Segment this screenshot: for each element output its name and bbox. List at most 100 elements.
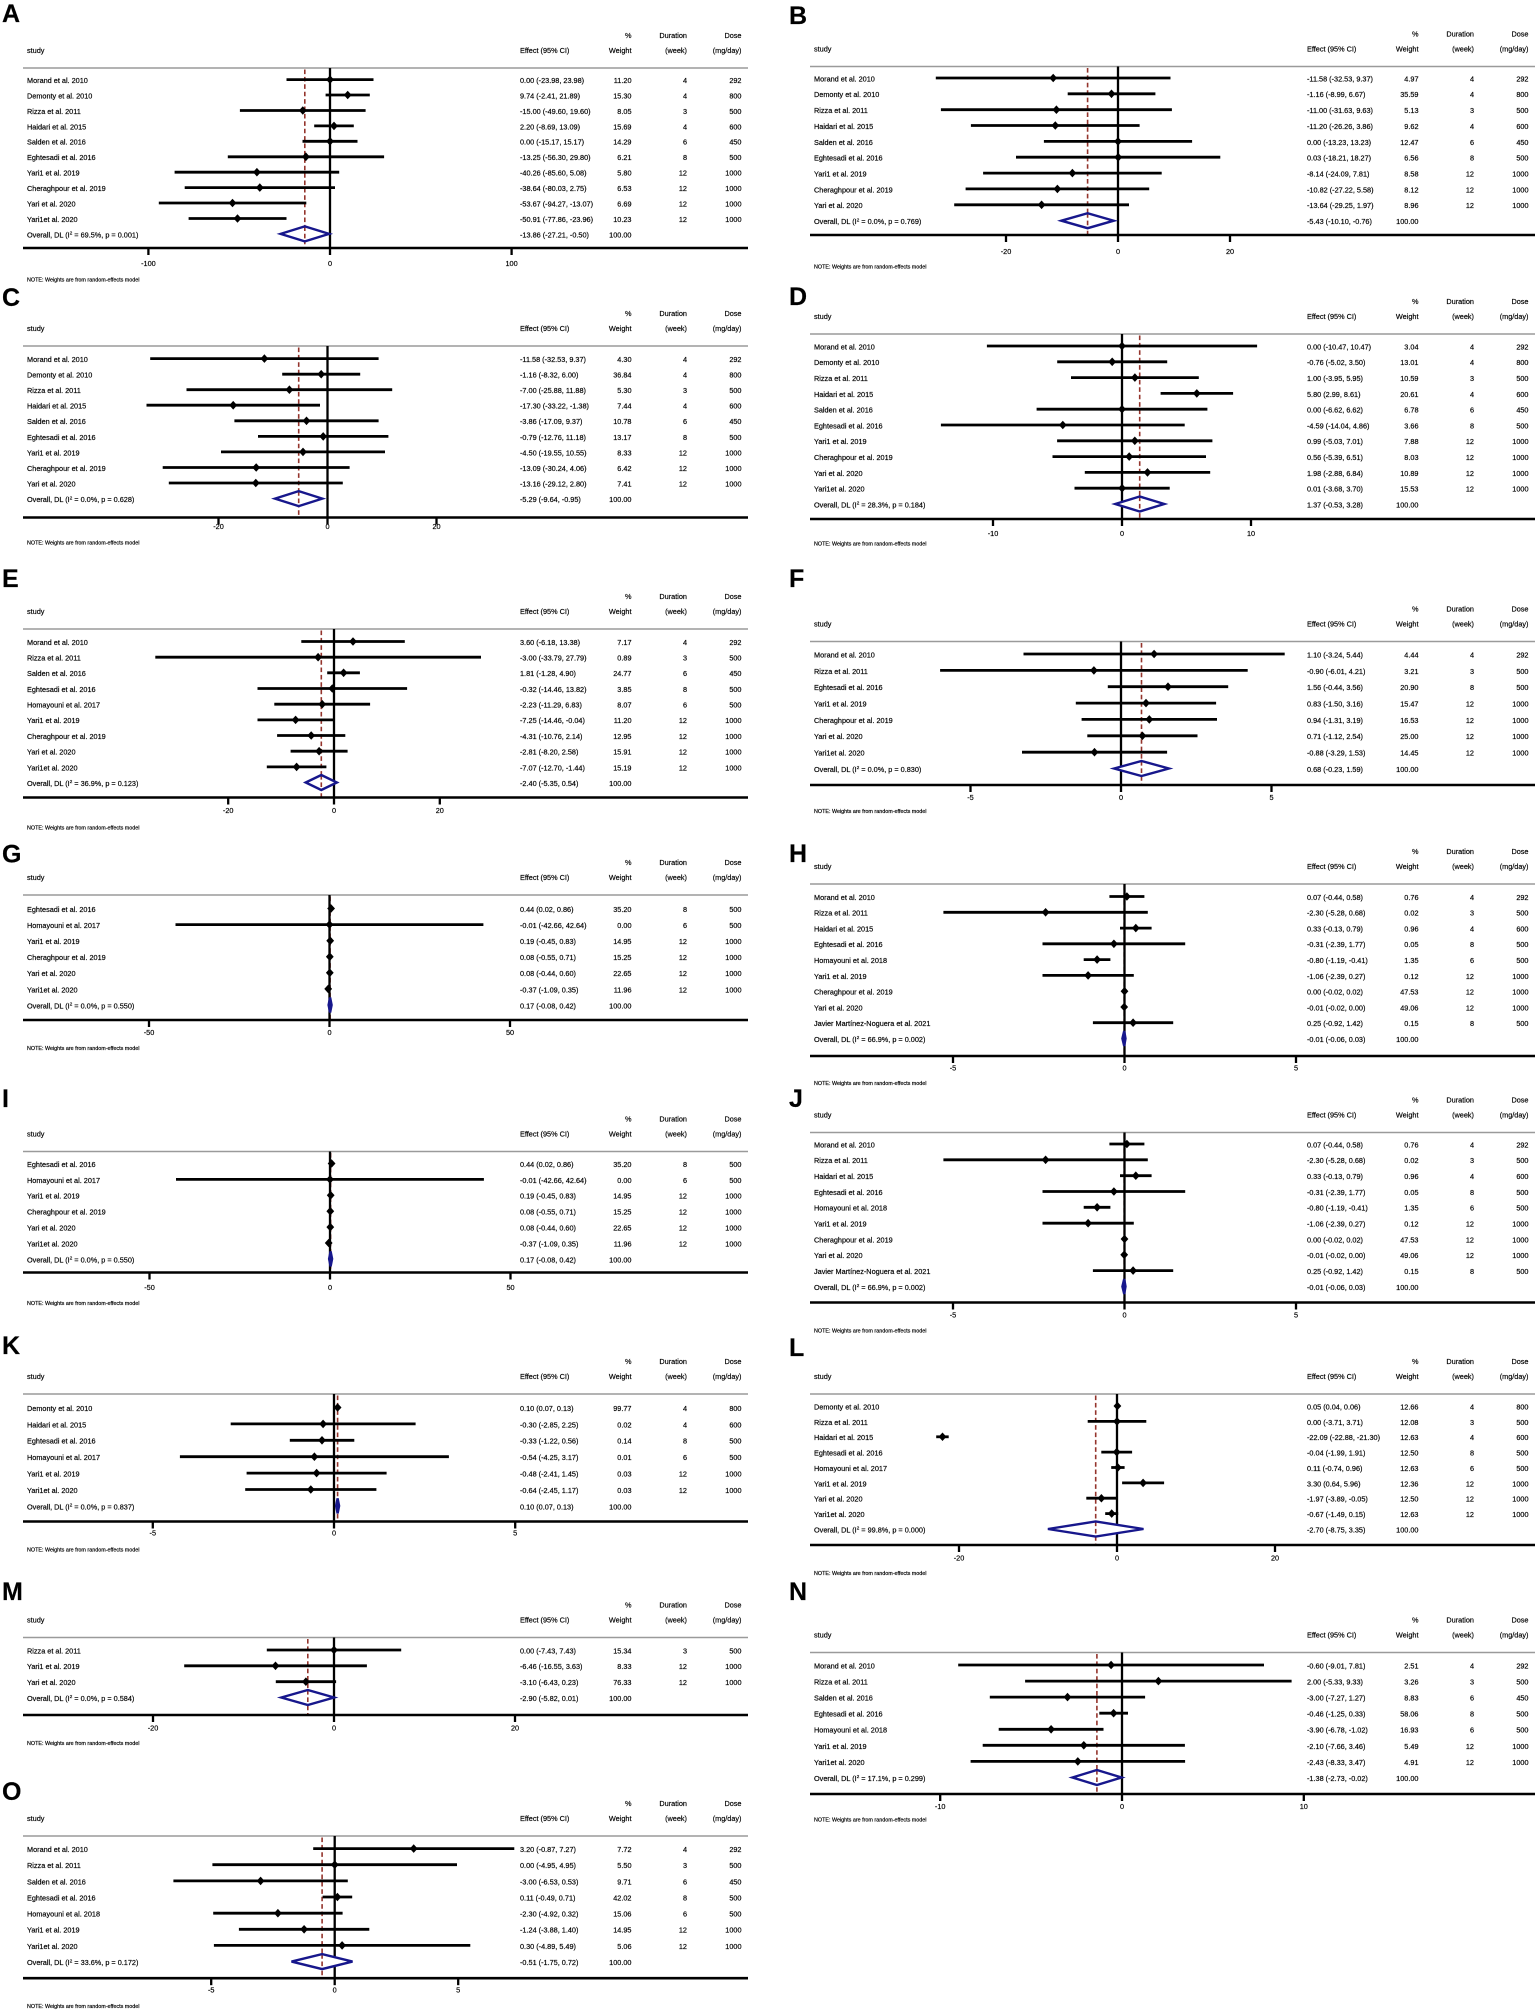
svg-text:Salden et al. 2016: Salden et al. 2016 [814, 138, 873, 147]
svg-text:12: 12 [1466, 1758, 1474, 1767]
svg-text:(mg/day): (mg/day) [1500, 44, 1529, 53]
svg-text:Yari1 et al. 2019: Yari1 et al. 2019 [27, 937, 80, 946]
svg-text:Cheraghpour et al. 2019: Cheraghpour et al. 2019 [27, 184, 106, 193]
svg-text:0.05: 0.05 [1404, 940, 1418, 949]
svg-text:Yari1 et al. 2019: Yari1 et al. 2019 [27, 1926, 80, 1935]
svg-text:500: 500 [729, 654, 741, 663]
svg-text:Javier Martínez-Noguera et al.: Javier Martínez-Noguera et al. 2021 [814, 1019, 930, 1028]
svg-text:0.07 (-0.44, 0.58): 0.07 (-0.44, 0.58) [1307, 893, 1363, 902]
svg-text:12: 12 [679, 953, 687, 962]
svg-text:100.00: 100.00 [609, 1001, 631, 1010]
svg-text:8: 8 [1470, 1188, 1474, 1197]
svg-text:0.00 (-7.43, 7.43): 0.00 (-7.43, 7.43) [520, 1646, 576, 1655]
svg-text:12: 12 [1466, 1251, 1474, 1260]
svg-text:292: 292 [1516, 1661, 1528, 1670]
svg-text:9.74 (-2.41, 21.89): 9.74 (-2.41, 21.89) [520, 91, 580, 100]
svg-text:3: 3 [683, 386, 687, 395]
svg-text:5.49: 5.49 [1404, 1742, 1418, 1751]
svg-text:500: 500 [1516, 1188, 1528, 1197]
svg-text:1000: 1000 [1512, 1758, 1528, 1767]
svg-text:Homayouni et al. 2018: Homayouni et al. 2018 [814, 1726, 887, 1735]
svg-text:Homayouni et al. 2017: Homayouni et al. 2017 [27, 921, 100, 930]
svg-text:450: 450 [1516, 406, 1528, 415]
svg-text:0.96: 0.96 [1404, 925, 1418, 934]
svg-text:Rizza et al. 2011: Rizza et al. 2011 [814, 106, 868, 115]
svg-text:1000: 1000 [1512, 700, 1528, 709]
svg-text:NOTE: Weights are from random-: NOTE: Weights are from random-effects mo… [814, 1081, 926, 1087]
svg-text:NOTE: Weights are from random-: NOTE: Weights are from random-effects mo… [27, 2004, 139, 2010]
svg-text:-11.58 (-32.53, 9.37): -11.58 (-32.53, 9.37) [1307, 74, 1373, 83]
svg-text:12.50: 12.50 [1400, 1449, 1418, 1458]
svg-text:292: 292 [1516, 1140, 1528, 1149]
svg-text:500: 500 [729, 386, 741, 395]
svg-text:12: 12 [1466, 1510, 1474, 1519]
svg-text:-4.59 (-14.04, 4.86): -4.59 (-14.04, 4.86) [1307, 421, 1369, 430]
svg-text:Salden et al. 2016: Salden et al. 2016 [27, 138, 86, 147]
svg-text:Homayouni et al. 2017: Homayouni et al. 2017 [814, 1464, 887, 1473]
svg-text:0.99 (-5.03, 7.01): 0.99 (-5.03, 7.01) [1307, 437, 1363, 446]
svg-text:12.08: 12.08 [1400, 1418, 1418, 1427]
svg-text:(mg/day): (mg/day) [1500, 1372, 1529, 1381]
svg-text:12: 12 [1466, 1742, 1474, 1751]
svg-text:35.20: 35.20 [613, 905, 631, 914]
svg-text:0.02: 0.02 [617, 1420, 631, 1429]
svg-text:Yari et al. 2020: Yari et al. 2020 [814, 469, 863, 478]
svg-text:292: 292 [1516, 650, 1528, 659]
svg-text:1000: 1000 [1512, 1220, 1528, 1229]
svg-text:Homayouni et al. 2017: Homayouni et al. 2017 [27, 1176, 100, 1185]
svg-text:-1.06 (-2.39, 0.27): -1.06 (-2.39, 0.27) [1307, 972, 1365, 981]
svg-text:12: 12 [679, 716, 687, 725]
svg-text:12: 12 [1466, 437, 1474, 446]
svg-text:0.14: 0.14 [617, 1437, 631, 1446]
svg-text:12.63: 12.63 [1400, 1510, 1418, 1519]
svg-text:1000: 1000 [725, 748, 741, 757]
svg-text:Overall, DL (I2 = 0.0%, p = 0.: Overall, DL (I2 = 0.0%, p = 0.837) [27, 1502, 134, 1511]
svg-text:6: 6 [1470, 406, 1474, 415]
svg-text:500: 500 [729, 433, 741, 442]
svg-text:Yari1 et al. 2019: Yari1 et al. 2019 [814, 972, 867, 981]
svg-text:12.66: 12.66 [1400, 1402, 1418, 1411]
svg-text:6: 6 [683, 1453, 687, 1462]
svg-text:0.33 (-0.13, 0.79): 0.33 (-0.13, 0.79) [1307, 925, 1363, 934]
svg-text:0.02: 0.02 [1404, 909, 1418, 918]
svg-text:Effect (95% CI): Effect (95% CI) [520, 1814, 569, 1823]
svg-text:Morand et al. 2010: Morand et al. 2010 [814, 1661, 875, 1670]
svg-text:-22.09 (-22.88, -21.30): -22.09 (-22.88, -21.30) [1307, 1433, 1380, 1442]
svg-text:-0.01 (-42.66, 42.64): -0.01 (-42.66, 42.64) [520, 1176, 587, 1185]
svg-text:Yari1 et al. 2019: Yari1 et al. 2019 [814, 700, 867, 709]
svg-text:8: 8 [1470, 421, 1474, 430]
svg-text:12: 12 [1466, 972, 1474, 981]
svg-text:6: 6 [683, 1910, 687, 1919]
svg-text:NOTE: Weights are from random-: NOTE: Weights are from random-effects mo… [814, 1329, 926, 1335]
svg-text:NOTE: Weights are from random-: NOTE: Weights are from random-effects mo… [27, 1301, 139, 1307]
svg-text:Yari1 et al. 2019: Yari1 et al. 2019 [27, 1662, 80, 1671]
svg-text:9.71: 9.71 [617, 1877, 631, 1886]
svg-text:-3.10 (-6.43, 0.23): -3.10 (-6.43, 0.23) [520, 1678, 578, 1687]
svg-text:Demonty et al. 2010: Demonty et al. 2010 [814, 90, 879, 99]
svg-text:1000: 1000 [725, 732, 741, 741]
svg-text:Morand et al. 2010: Morand et al. 2010 [814, 1140, 875, 1149]
svg-text:6: 6 [683, 417, 687, 426]
svg-text:-2.70 (-8.75, 3.35): -2.70 (-8.75, 3.35) [1307, 1525, 1365, 1534]
svg-text:10.89: 10.89 [1400, 469, 1418, 478]
svg-text:0: 0 [328, 1283, 332, 1292]
svg-text:Dose: Dose [724, 1601, 741, 1610]
svg-text:100.00: 100.00 [609, 1502, 631, 1511]
svg-text:0.01 (-3.68, 3.70): 0.01 (-3.68, 3.70) [1307, 485, 1363, 494]
svg-text:5: 5 [1294, 1064, 1298, 1073]
svg-text:0.83 (-1.50, 3.16): 0.83 (-1.50, 3.16) [1307, 700, 1363, 709]
svg-text:450: 450 [729, 669, 741, 678]
svg-text:Rizza et al. 2011: Rizza et al. 2011 [27, 1861, 81, 1870]
svg-text:Eghtesadi et al. 2016: Eghtesadi et al. 2016 [814, 1710, 883, 1719]
svg-text:H: H [789, 840, 807, 868]
svg-text:500: 500 [1516, 1156, 1528, 1165]
svg-text:12: 12 [1466, 453, 1474, 462]
svg-text:0.01: 0.01 [617, 1453, 631, 1462]
svg-text:0.00: 0.00 [617, 921, 631, 930]
svg-text:8.83: 8.83 [1404, 1694, 1418, 1703]
svg-text:NOTE: Weights are from random-: NOTE: Weights are from random-effects mo… [814, 809, 926, 815]
svg-text:1000: 1000 [725, 1942, 741, 1951]
svg-text:Eghtesadi et al. 2016: Eghtesadi et al. 2016 [814, 1188, 883, 1197]
svg-text:5.50: 5.50 [617, 1861, 631, 1870]
svg-text:22.65: 22.65 [613, 969, 631, 978]
